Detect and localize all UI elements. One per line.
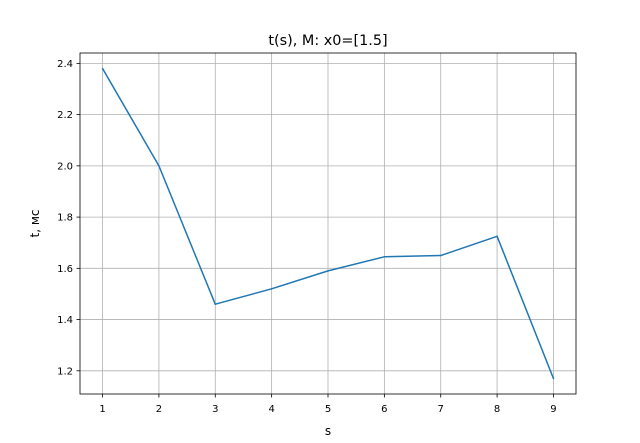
x-tick-label: 3	[212, 404, 218, 415]
data-point	[101, 67, 104, 70]
x-tick-label: 7	[438, 404, 444, 415]
ticks: 1 2 3 4 5 6 7 8 9 1.2 1.4 1.6 1.8 2.0 2.2 2.4	[57, 59, 557, 415]
x-tick-label: 1	[99, 404, 105, 415]
y-tick-label: 1.4	[57, 315, 73, 326]
y-tick-label: 2.2	[57, 110, 73, 121]
x-tick-label: 8	[494, 404, 500, 415]
y-axis-label: t, мс	[28, 210, 42, 238]
data-point	[439, 254, 442, 257]
data-point	[383, 256, 386, 258]
x-tick-label: 2	[156, 404, 162, 415]
data-point	[327, 270, 329, 272]
chart-title: t(s), M: x0=[1.5]	[268, 33, 387, 49]
grid	[80, 53, 576, 394]
x-axis-label: s	[325, 424, 331, 438]
y-tick-label: 1.6	[57, 264, 73, 275]
x-tick-label: 5	[325, 404, 331, 415]
y-tick-label: 1.8	[57, 213, 73, 224]
x-tick-label: 9	[550, 404, 556, 415]
data-point	[270, 288, 273, 290]
y-tick-label: 2.4	[57, 59, 73, 70]
data-point	[496, 235, 498, 238]
x-tick-label: 6	[381, 404, 387, 415]
data-point	[158, 165, 160, 167]
y-tick-label: 2.0	[57, 161, 73, 172]
y-tick-label: 1.2	[57, 366, 73, 377]
data-point	[552, 377, 555, 380]
data-point	[214, 303, 217, 305]
series-layer	[101, 67, 555, 380]
x-tick-label: 4	[268, 404, 274, 415]
